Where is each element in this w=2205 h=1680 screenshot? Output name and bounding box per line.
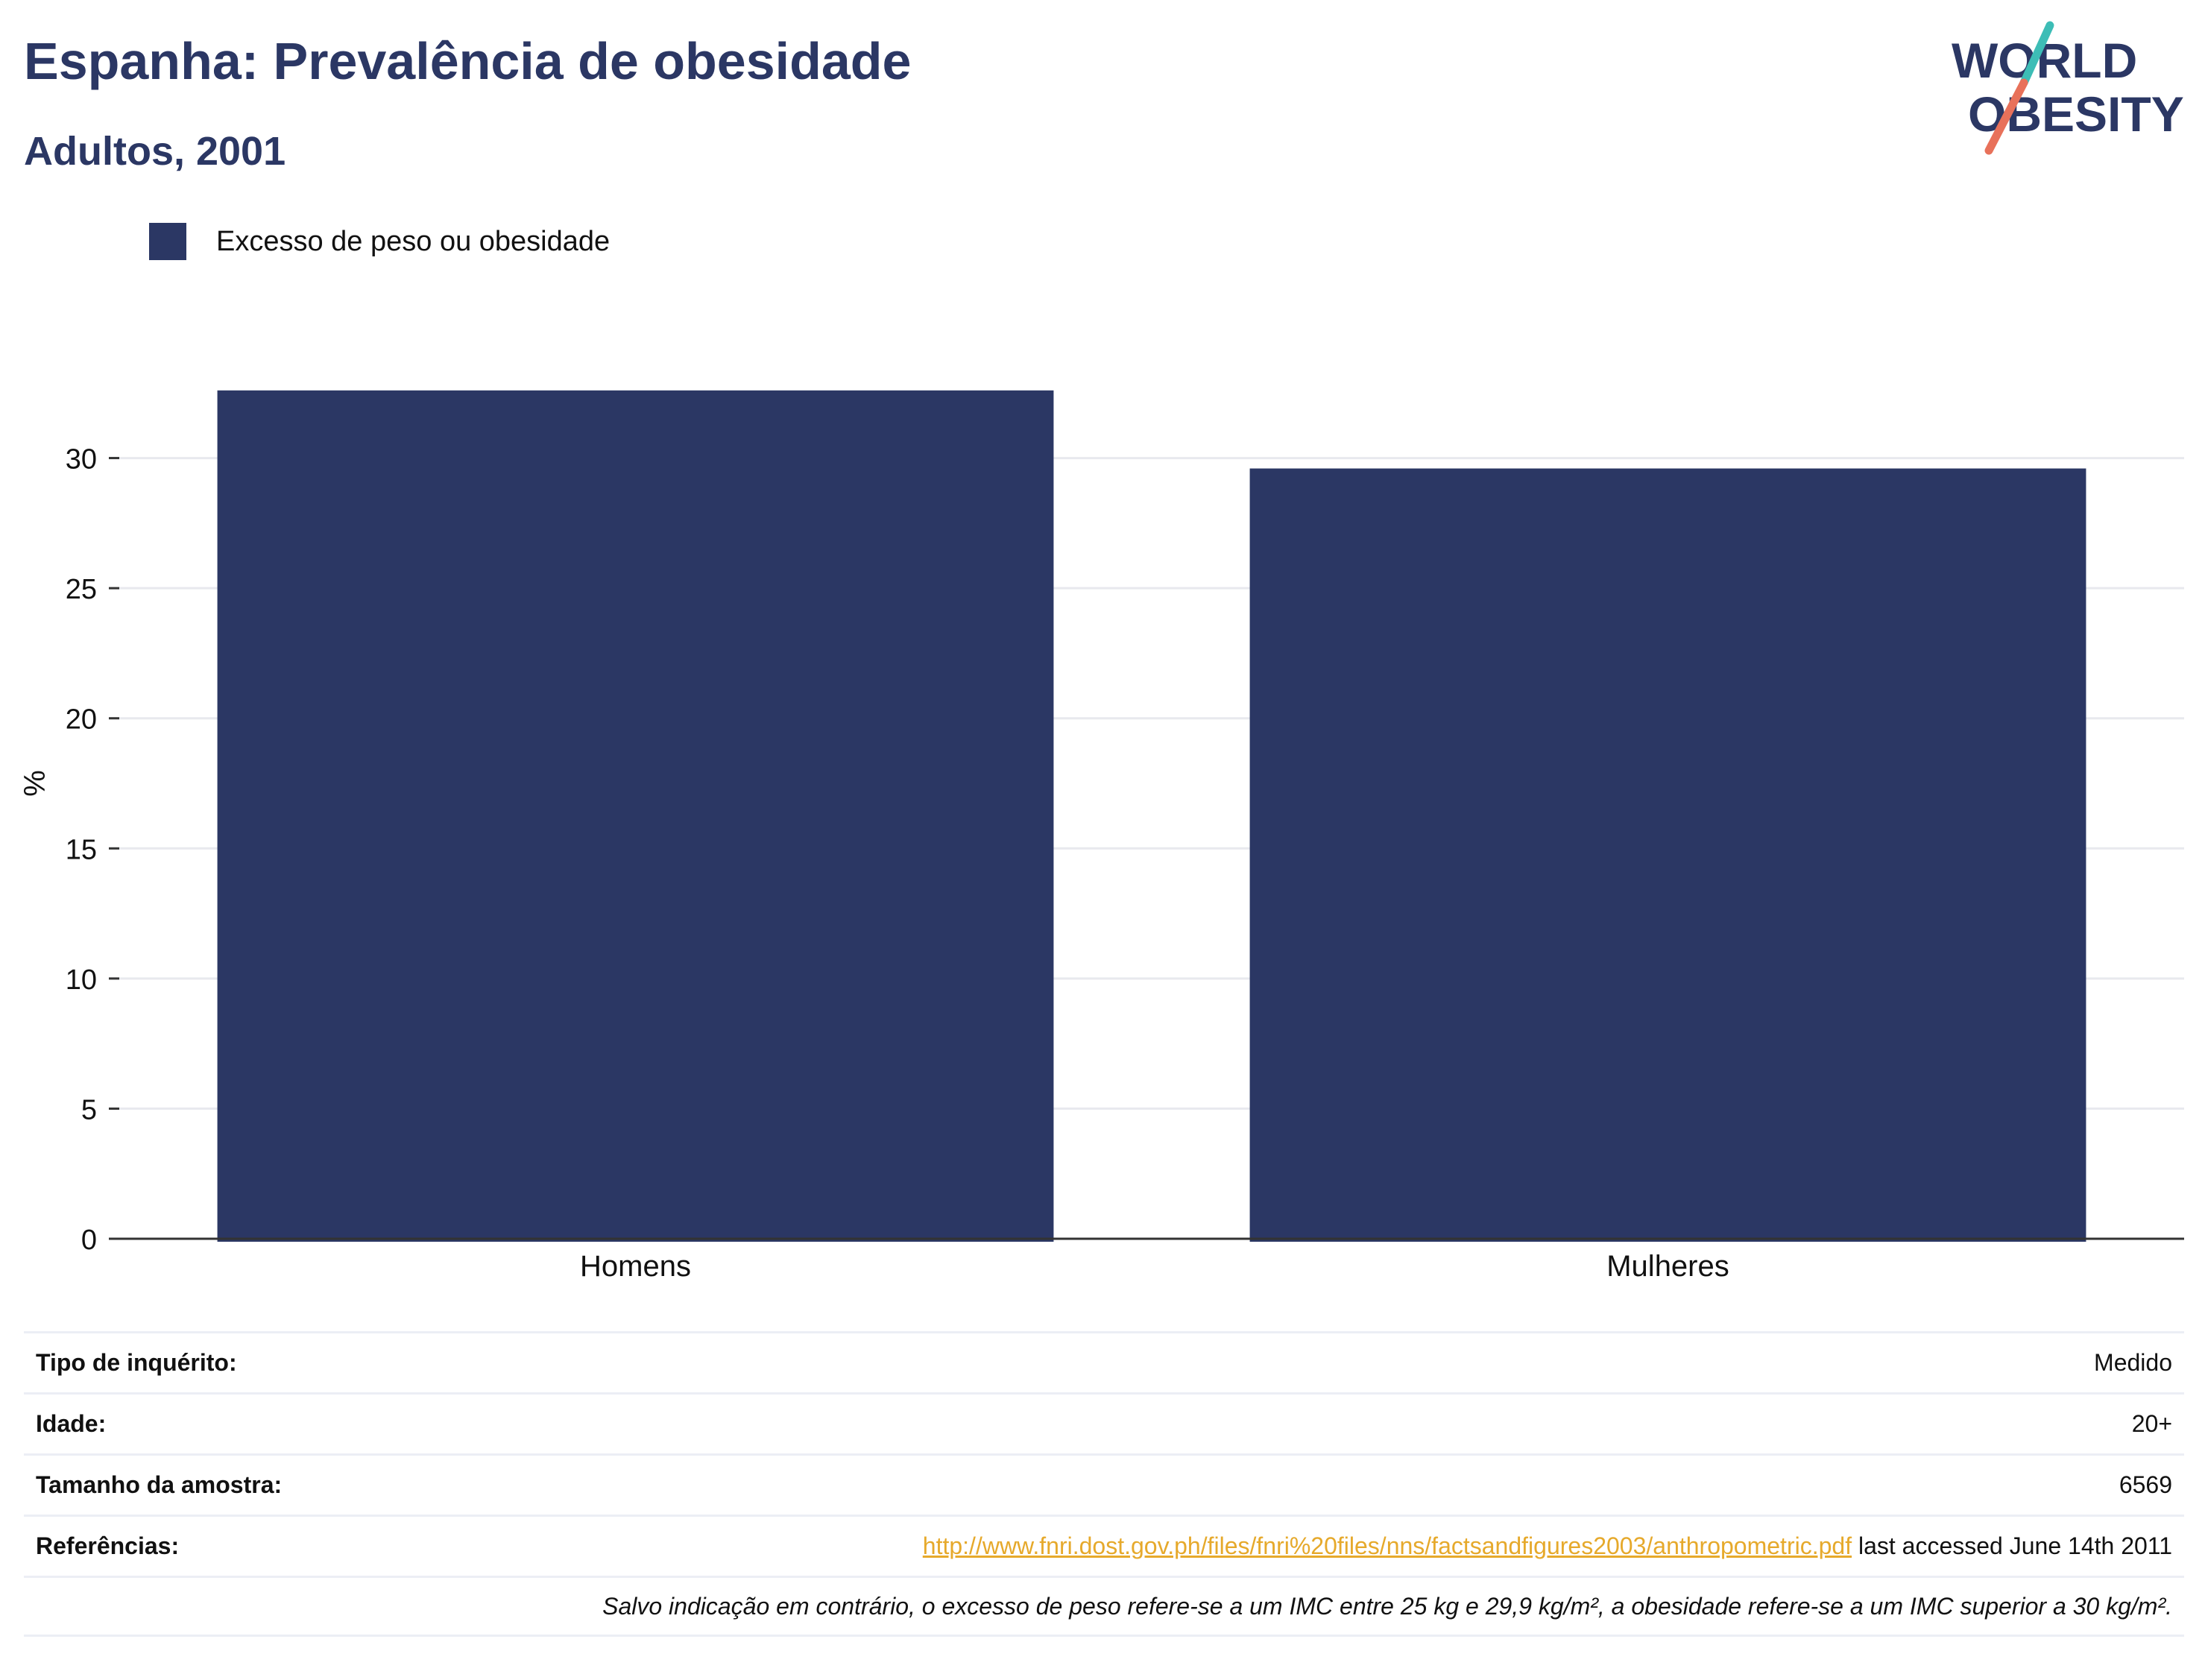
info-row-survey-type: Tipo de inquérito: Medido: [24, 1331, 2184, 1392]
age-value: 20+: [2131, 1410, 2172, 1437]
y-tick-label: 15: [66, 834, 97, 865]
y-tick-label: 30: [66, 444, 97, 476]
y-tick-label: 10: [66, 964, 97, 996]
logo-slash-teal: [2019, 21, 2054, 87]
info-row-note: Salvo indicação em contrário, o excesso …: [24, 1576, 2184, 1637]
y-tick-label: 20: [66, 704, 97, 736]
logo-slash-coral: [1984, 78, 2028, 155]
references-value: http://www.fnri.dost.gov.ph/files/fnri%2…: [923, 1532, 2172, 1560]
legend[interactable]: Excesso de peso ou obesidade: [149, 221, 610, 262]
chart-title: Espanha: Prevalência de obesidade: [24, 32, 912, 90]
world-obesity-logo: WORLD OBESITY: [1952, 21, 2184, 155]
sample-size-label: Tamanho da amostra:: [36, 1471, 283, 1498]
sample-size-value: 6569: [2119, 1471, 2172, 1498]
reference-link[interactable]: http://www.fnri.dost.gov.ph/files/fnri%2…: [922, 1532, 1852, 1559]
info-row-sample-size: Tamanho da amostra: 6569: [24, 1453, 2184, 1515]
survey-type-value: Medido: [2094, 1349, 2172, 1376]
chart-subtitle: Adultos, 2001: [24, 129, 286, 174]
y-axis-label: %: [19, 770, 51, 797]
x-tick-label: Mulheres: [1606, 1250, 1729, 1283]
bar-homens[interactable]: [217, 390, 1054, 1242]
legend-label: Excesso de peso ou obesidade: [216, 225, 611, 257]
y-tick-label: 0: [81, 1225, 97, 1256]
legend-swatch: [149, 223, 186, 260]
info-row-age: Idade: 20+: [24, 1392, 2184, 1453]
y-tick-label: 5: [81, 1094, 97, 1125]
references-label: Referências:: [36, 1532, 180, 1559]
y-tick-label: 25: [66, 574, 97, 605]
bar-mulheres[interactable]: [1249, 468, 2086, 1242]
x-tick-label: Homens: [580, 1250, 691, 1283]
info-row-references: Referências: http://www.fnri.dost.gov.ph…: [24, 1515, 2184, 1576]
survey-type-label: Tipo de inquérito:: [36, 1349, 237, 1376]
bmi-definition-note: Salvo indicação em contrário, o excesso …: [602, 1592, 2172, 1620]
age-label: Idade:: [36, 1410, 107, 1437]
reference-accessed-text: last accessed June 14th 2011: [1852, 1532, 2172, 1559]
bar-chart: 0 5 10 15 20 25 30 Homens Mulheres %: [19, 390, 2184, 1283]
survey-info-table: Tipo de inquérito: Medido Idade: 20+ Tam…: [24, 1331, 2184, 1637]
